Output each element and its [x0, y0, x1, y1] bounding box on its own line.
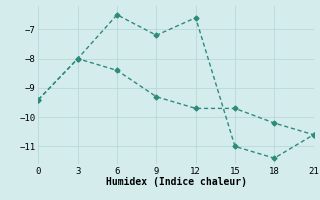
X-axis label: Humidex (Indice chaleur): Humidex (Indice chaleur): [106, 177, 246, 187]
